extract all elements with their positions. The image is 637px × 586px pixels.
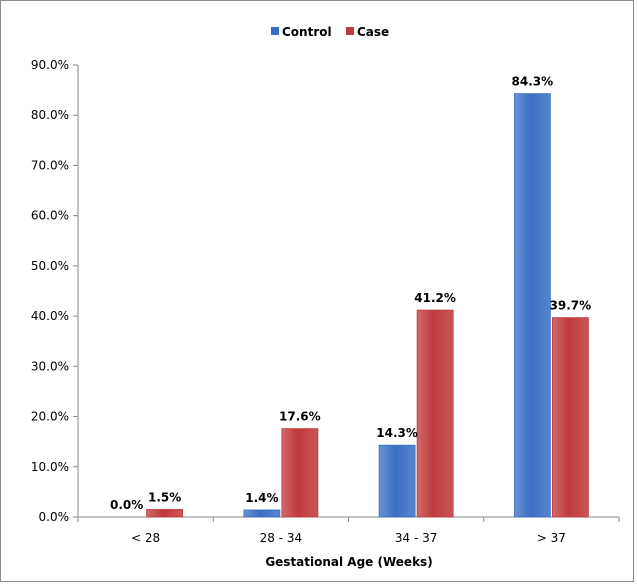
y-tick-label: 60.0%	[31, 209, 69, 223]
y-tick-label: 70.0%	[31, 158, 69, 172]
y-tick-label: 80.0%	[31, 108, 69, 122]
bar-case-2	[416, 309, 454, 518]
y-tick-label: 30.0%	[31, 359, 69, 373]
data-label-case-2: 41.2%	[414, 291, 456, 305]
bar-control-3	[513, 93, 551, 518]
x-tick-label: < 28	[131, 531, 160, 545]
x-tick-label: 34 - 37	[395, 531, 438, 545]
x-axis: < 28 28 - 34 34 - 37 > 37	[77, 516, 620, 545]
y-axis: 0.0% 10.0% 20.0% 30.0% 40.0% 50.0% 60.0% 70.0% 8…	[31, 58, 79, 524]
bar-control-1	[243, 509, 281, 518]
legend-label-case: Case	[357, 25, 389, 39]
y-tick-label: 90.0%	[31, 58, 69, 72]
data-label-control-0: 0.0%	[110, 498, 143, 512]
data-label-control-2: 14.3%	[376, 426, 418, 440]
legend-swatch-control	[271, 27, 279, 35]
legend-label-control: Control	[282, 25, 332, 39]
legend-swatch-case	[346, 27, 354, 35]
y-tick-label: 40.0%	[31, 309, 69, 323]
bars	[146, 93, 589, 518]
legend: Control Case	[271, 25, 389, 39]
x-tick-label: > 37	[537, 531, 566, 545]
data-labels: 0.0% 1.5% 1.4% 17.6% 14.3% 41.2% 84.3% 39.7%	[110, 75, 591, 512]
bar-case-1	[281, 428, 319, 518]
y-tick-label: 20.0%	[31, 410, 69, 424]
bar-case-0	[146, 509, 184, 518]
y-tick-label: 50.0%	[31, 259, 69, 273]
y-tick-label: 0.0%	[39, 510, 70, 524]
bar-control-2	[378, 444, 416, 518]
y-tick-label: 10.0%	[31, 460, 69, 474]
x-tick-label: 28 - 34	[260, 531, 303, 545]
data-label-control-3: 84.3%	[512, 75, 554, 89]
data-label-case-3: 39.7%	[550, 299, 592, 313]
data-label-case-0: 1.5%	[148, 490, 181, 504]
x-axis-title: Gestational Age (Weeks)	[265, 555, 432, 569]
data-label-control-1: 1.4%	[245, 491, 278, 505]
bar-case-3	[551, 317, 589, 518]
data-label-case-1: 17.6%	[279, 410, 321, 424]
